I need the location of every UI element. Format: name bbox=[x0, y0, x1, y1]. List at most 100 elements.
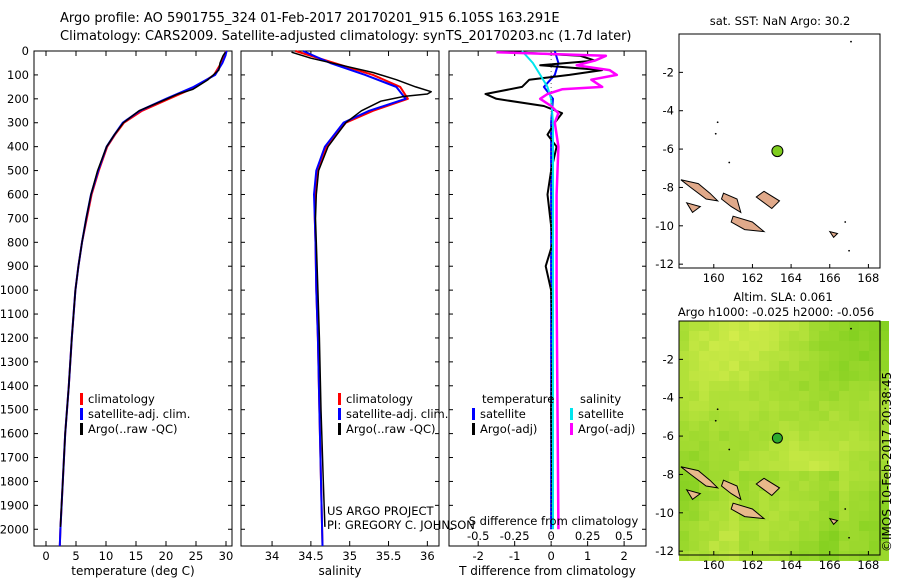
sla-cell bbox=[859, 401, 869, 411]
sla-cell bbox=[869, 361, 879, 371]
sla-cell bbox=[799, 391, 809, 401]
diff-legend-label: satellite bbox=[578, 407, 624, 421]
sla-cell bbox=[769, 411, 779, 421]
sla-cell bbox=[789, 411, 799, 421]
sla-cell bbox=[699, 521, 709, 531]
sla-cell bbox=[839, 361, 849, 371]
differences-plot-frame bbox=[448, 50, 647, 547]
sla-map-ytick-label: -8 bbox=[663, 467, 674, 481]
depth-tick-label: 800 bbox=[7, 235, 29, 249]
sla-cell bbox=[879, 451, 889, 461]
sla-cell bbox=[839, 341, 849, 351]
sla-cell bbox=[799, 411, 809, 421]
sla-cell bbox=[819, 371, 829, 381]
sla-cell bbox=[789, 431, 799, 441]
sla-cell bbox=[829, 421, 839, 431]
sla-cell bbox=[699, 341, 709, 351]
sla-cell bbox=[819, 521, 829, 531]
sla-cell bbox=[769, 521, 779, 531]
diff-legend-label: temperature bbox=[482, 392, 554, 406]
sla-cell bbox=[739, 401, 749, 411]
sla-cell bbox=[709, 331, 719, 341]
differences-series-line bbox=[521, 50, 554, 530]
sla-cell bbox=[689, 431, 699, 441]
sla-cell bbox=[839, 351, 849, 361]
depth-tick-label: 100 bbox=[7, 68, 29, 82]
sla-cell bbox=[759, 501, 769, 511]
sla-cell bbox=[819, 551, 829, 561]
sst-map-xtick-label: 164 bbox=[780, 271, 802, 285]
sla-cell bbox=[769, 501, 779, 511]
temperature-xtick-label: 15 bbox=[129, 549, 144, 563]
sla-map-xtick-label: 160 bbox=[703, 558, 725, 572]
sla-cell bbox=[689, 481, 699, 491]
sla-cell bbox=[729, 541, 739, 551]
island-shape bbox=[720, 192, 742, 214]
sla-cell bbox=[749, 531, 759, 541]
sla-cell bbox=[719, 361, 729, 371]
islet-dot bbox=[728, 161, 731, 164]
sla-cell bbox=[689, 361, 699, 371]
sla-cell bbox=[779, 361, 789, 371]
sla-cell bbox=[819, 441, 829, 451]
sla-cell bbox=[739, 351, 749, 361]
sla-cell bbox=[849, 371, 859, 381]
sla-cell bbox=[829, 501, 839, 511]
sla-cell bbox=[849, 511, 859, 521]
sla-cell bbox=[709, 531, 719, 541]
sla-cell bbox=[799, 511, 809, 521]
sla-cell bbox=[729, 441, 739, 451]
sla-cell bbox=[879, 341, 889, 351]
sla-cell bbox=[819, 481, 829, 491]
sla-cell bbox=[859, 421, 869, 431]
sla-cell bbox=[679, 551, 689, 561]
sla-cell bbox=[689, 321, 699, 331]
sla-cell bbox=[769, 461, 779, 471]
sla-cell bbox=[809, 381, 819, 391]
sla-cell bbox=[779, 441, 789, 451]
diff-legend-swatch bbox=[472, 423, 475, 435]
sla-cell bbox=[709, 461, 719, 471]
sla-cell bbox=[789, 481, 799, 491]
sla-cell bbox=[849, 521, 859, 531]
salinity-legend-label: Argo(..raw -QC) bbox=[346, 422, 436, 436]
sla-cell bbox=[809, 551, 819, 561]
sla-cell bbox=[689, 341, 699, 351]
islet-dot bbox=[850, 40, 852, 43]
sla-cell bbox=[779, 351, 789, 361]
sla-map-xtick-label: 166 bbox=[819, 558, 841, 572]
sla-cell bbox=[779, 341, 789, 351]
sla-cell bbox=[859, 361, 869, 371]
sla-cell bbox=[869, 421, 879, 431]
diff-legend-label: Argo(-adj) bbox=[578, 422, 635, 436]
sla-cell bbox=[729, 371, 739, 381]
temperature-xlabel: temperature (deg C) bbox=[71, 564, 194, 578]
differences-xlabel: T difference from climatology bbox=[458, 564, 636, 578]
sla-cell bbox=[829, 471, 839, 481]
salinity-diff-tick-label: 0.25 bbox=[575, 529, 601, 543]
sla-cell bbox=[859, 461, 869, 471]
sla-cell bbox=[869, 451, 879, 461]
sla-cell bbox=[849, 531, 859, 541]
sla-cell bbox=[809, 471, 819, 481]
sla-cell bbox=[769, 381, 779, 391]
sla-cell bbox=[749, 321, 759, 331]
sla-cell bbox=[859, 431, 869, 441]
salinity-diff-tick-label: -0.5 bbox=[467, 529, 489, 543]
sla-cell bbox=[739, 371, 749, 381]
sla-cell bbox=[869, 521, 879, 531]
sla-cell bbox=[809, 431, 819, 441]
depth-tick-label: 300 bbox=[7, 116, 29, 130]
sla-cell bbox=[779, 511, 789, 521]
sla-cell bbox=[869, 351, 879, 361]
temperature-legend-swatch bbox=[80, 393, 83, 405]
salinity-plot-frame bbox=[240, 50, 440, 547]
sla-cell bbox=[769, 551, 779, 561]
sla-cell bbox=[759, 391, 769, 401]
sla-cell bbox=[709, 361, 719, 371]
sla-cell bbox=[789, 461, 799, 471]
temperature-legend-label: satellite-adj. clim. bbox=[88, 407, 190, 421]
sla-cell bbox=[869, 551, 879, 561]
sla-cell bbox=[789, 321, 799, 331]
sla-cell bbox=[779, 371, 789, 381]
